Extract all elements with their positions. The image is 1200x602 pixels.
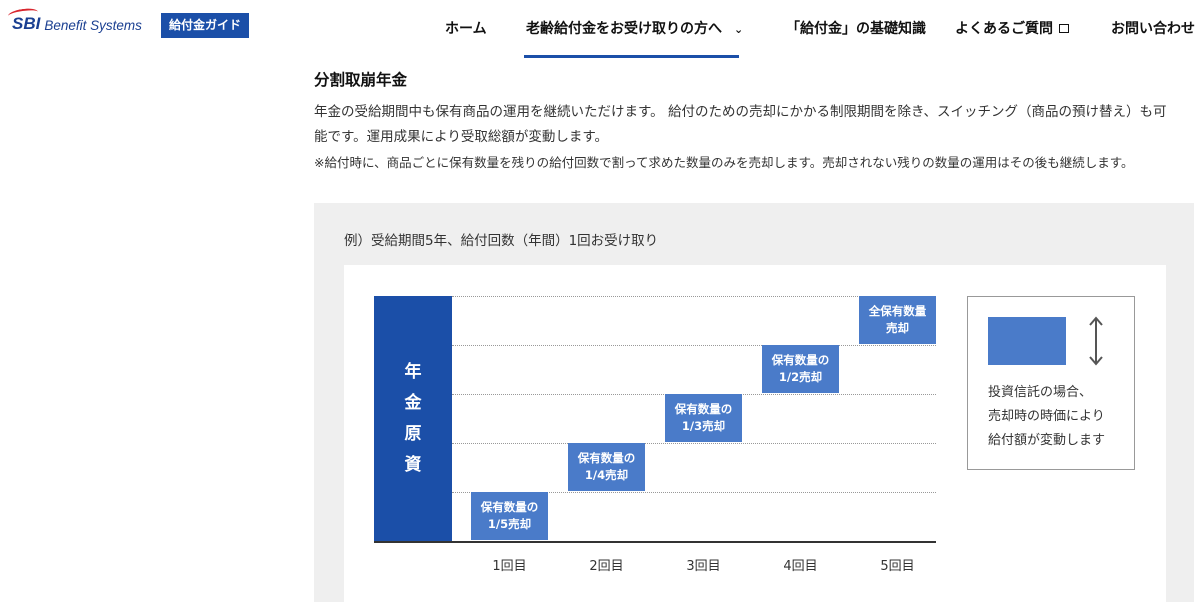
x-axis-label-3: 3回目 [686,559,721,574]
step-block-2: 保有数量の 1/4売却 [568,443,645,491]
section-title: 分割取崩年金 [314,71,408,89]
active-nav-underline [524,55,739,58]
legend-box: 投資信託の場合、 売却時の時価により 給付額が変動します [967,296,1135,470]
step-label-line2: 1/2売却 [778,370,823,384]
x-axis-line [374,541,936,543]
step-label-line1: 保有数量の [577,451,636,465]
grid-line [452,345,936,346]
paragraph-line-1: 年金の受給期間中も保有商品の運用を継続いただけます。 給付のための売却にかかる制… [314,104,1167,120]
paragraph-line-2: 能です。運用成果により受取総額が変動します。 [314,129,609,145]
fund-char: 年 [404,362,422,382]
grid-line [452,296,936,297]
nav-home[interactable]: ホーム [445,21,487,37]
legend-line: 給付額が変動します [988,433,1106,448]
step-block-4: 保有数量の 1/2売却 [762,345,839,393]
nav-pension-recipients[interactable]: 老齢給付金をお受け取りの方へ ⌄ [526,21,744,37]
example-label: 例）受給期間5年、給付回数（年間）1回お受け取り [344,233,659,249]
description-paragraph: 年金の受給期間中も保有商品の運用を継続いただけます。 給付のための売却にかかる制… [314,100,1194,150]
x-axis-label-2: 2回目 [589,559,624,574]
fund-char: 金 [404,393,422,413]
step-label-line1: 保有数量の [480,500,539,514]
fund-char: 資 [404,455,422,475]
step-label-line2: 1/5売却 [487,517,532,531]
legend-line: 投資信託の場合、 [988,385,1093,400]
note-text: ※給付時に、商品ごとに保有数量を残りの給付回数で割って求めた数量のみを売却します… [314,155,1134,170]
step-label-line2: 売却 [886,321,909,335]
logo-subtitle: Benefit Systems [44,18,142,33]
step-label-line1: 保有数量の [674,402,733,416]
grid-line [452,443,936,444]
guide-badge[interactable]: 給付金ガイド [161,13,250,38]
nav-faq[interactable]: よくあるご質問 [955,18,1069,38]
logo-brand: SBI [7,6,40,34]
x-axis-label-4: 4回目 [783,559,818,574]
chevron-down-icon: ⌄ [734,23,744,36]
vertical-double-arrow-icon [1089,316,1103,366]
site-header: SBI Benefit Systems 給付金ガイド ホーム 老齢給付金をお受け… [0,0,1200,58]
x-axis-label-5: 5回目 [880,559,915,574]
legend-text: 投資信託の場合、 売却時の時価により 給付額が変動します [988,381,1105,453]
step-label-line2: 1/4売却 [584,468,629,482]
pension-fund-bar: 年 金 原 資 [374,296,452,542]
step-block-5: 全保有数量 売却 [859,296,936,344]
nav-basics[interactable]: 「給付金」の基礎知識 [786,21,926,37]
step-label-line2: 1/3売却 [681,419,726,433]
grid-line [452,492,936,493]
external-window-icon [1059,24,1069,33]
step-block-1: 保有数量の 1/5売却 [471,492,548,540]
fund-char: 原 [404,424,422,444]
step-label-line1: 保有数量の [771,353,830,367]
step-block-3: 保有数量の 1/3売却 [665,394,742,442]
legend-swatch [988,317,1066,365]
nav-contact[interactable]: お問い合わせ [1111,21,1195,37]
step-label-line1: 全保有数量 [868,304,927,318]
legend-line: 売却時の時価により [988,409,1105,424]
x-axis-label-1: 1回目 [492,559,527,574]
sbi-logo[interactable]: SBI Benefit Systems [7,6,142,34]
